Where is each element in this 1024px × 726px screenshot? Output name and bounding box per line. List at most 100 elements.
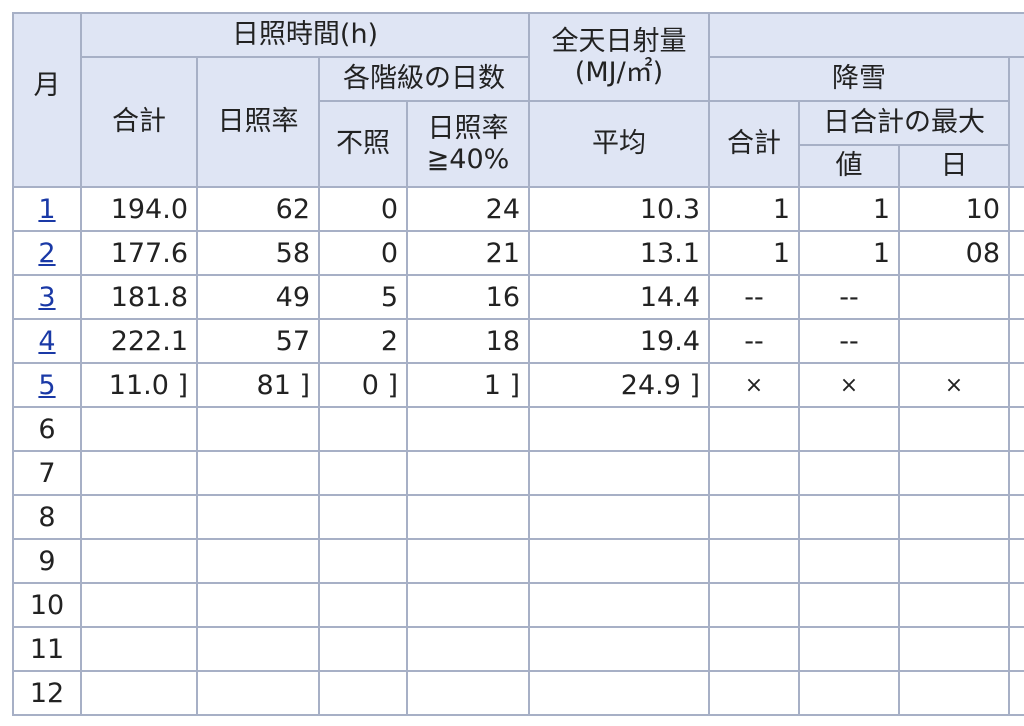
cell-max-day — [898, 670, 1010, 716]
cell-month: 6 — [12, 406, 82, 452]
cell-no-sunshine-days: 0 — [318, 186, 408, 232]
cell-no-sunshine-days — [318, 406, 408, 452]
header-snow-total: 合計 — [708, 100, 800, 188]
month-link[interactable]: 3 — [38, 281, 56, 313]
table-row: 10 — [12, 582, 1024, 628]
cell-sunshine-rate — [196, 406, 320, 452]
cell-edge — [1008, 230, 1024, 276]
cell-max-day: 10 — [898, 186, 1010, 232]
header-month: 月 — [12, 12, 82, 188]
cell-sunshine-rate — [196, 538, 320, 584]
cell-sunshine-total — [80, 538, 198, 584]
cell-snow-total — [708, 582, 800, 628]
cell-month: 7 — [12, 450, 82, 496]
table-row: 11 — [12, 626, 1024, 672]
cell-sunshine-rate: 49 — [196, 274, 320, 320]
cell-snow-total: 1 — [708, 186, 800, 232]
cell-no-sunshine-days: 5 — [318, 274, 408, 320]
cell-no-sunshine-days — [318, 538, 408, 584]
table-row: 5 11.0 ] 81 ] 0 ] 1 ] 24.9 ] × × × — [12, 362, 1024, 408]
header-rate40-line1: 日照率 — [427, 112, 509, 144]
cell-rate40-days — [406, 494, 530, 540]
cell-rate40-days — [406, 670, 530, 716]
cell-rate40-days: 16 — [406, 274, 530, 320]
cell-solar-average — [528, 494, 710, 540]
cell-sunshine-total: 177.6 — [80, 230, 198, 276]
cell-no-sunshine-days: 2 — [318, 318, 408, 364]
header-rate40-line2: ≧40% — [426, 144, 510, 175]
cell-month[interactable]: 4 — [12, 318, 82, 364]
cell-sunshine-rate — [196, 626, 320, 672]
cell-max-value: -- — [798, 318, 900, 364]
cell-sunshine-rate — [196, 670, 320, 716]
cell-no-sunshine-days — [318, 670, 408, 716]
cell-no-sunshine-days: 0 ] — [318, 362, 408, 408]
table-row: 2 177.6 58 0 21 13.1 1 1 08 — [12, 230, 1024, 276]
month-link[interactable]: 4 — [38, 325, 56, 357]
cell-rate40-days — [406, 538, 530, 584]
cell-sunshine-rate: 58 — [196, 230, 320, 276]
cell-sunshine-total — [80, 582, 198, 628]
cell-solar-average — [528, 538, 710, 584]
header-class-days: 各階級の日数 — [318, 56, 530, 102]
table-row: 1 194.0 62 0 24 10.3 1 1 10 — [12, 186, 1024, 232]
table-row: 8 — [12, 494, 1024, 540]
cell-month[interactable]: 3 — [12, 274, 82, 320]
cell-edge — [1008, 274, 1024, 320]
cell-rate40-days: 21 — [406, 230, 530, 276]
cell-sunshine-total — [80, 670, 198, 716]
table-row: 9 — [12, 538, 1024, 584]
header-solar-line1: 全天日射量 — [551, 25, 687, 57]
header-max-day: 日 — [898, 144, 1010, 188]
cell-no-sunshine-days: 0 — [318, 230, 408, 276]
cell-edge — [1008, 450, 1024, 496]
cell-snow-total: -- — [708, 318, 800, 364]
cell-snow-total: × — [708, 362, 800, 408]
month-label: 6 — [38, 413, 56, 445]
cell-max-value: × — [798, 362, 900, 408]
cell-solar-average — [528, 450, 710, 496]
cell-no-sunshine-days — [318, 494, 408, 540]
cell-sunshine-total: 222.1 — [80, 318, 198, 364]
climate-table-container: 月 日照時間(h) 全天日射量 (MJ/㎡) 合計 日照率 各階級の日数 降雪 … — [12, 12, 1024, 716]
header-solar-line2: (MJ/㎡) — [574, 57, 664, 88]
cell-rate40-days — [406, 450, 530, 496]
cell-month[interactable]: 5 — [12, 362, 82, 408]
cell-max-value: -- — [798, 274, 900, 320]
cell-sunshine-total — [80, 494, 198, 540]
cell-sunshine-total — [80, 626, 198, 672]
cell-edge — [1008, 626, 1024, 672]
month-label: 12 — [29, 677, 65, 709]
month-label: 9 — [38, 545, 56, 577]
header-snowfall: 降雪 — [708, 56, 1010, 102]
cell-sunshine-rate: 62 — [196, 186, 320, 232]
cell-edge — [1008, 494, 1024, 540]
cell-edge — [1008, 582, 1024, 628]
cell-sunshine-rate: 81 ] — [196, 362, 320, 408]
month-link[interactable]: 5 — [38, 369, 56, 401]
header-daily-max: 日合計の最大 — [798, 100, 1010, 146]
table-row: 4 222.1 57 2 18 19.4 -- -- — [12, 318, 1024, 364]
cell-max-value — [798, 538, 900, 584]
month-label: 11 — [29, 633, 65, 665]
month-label: 10 — [29, 589, 65, 621]
cell-sunshine-total — [80, 406, 198, 452]
cell-solar-average: 24.9 ] — [528, 362, 710, 408]
cell-month[interactable]: 2 — [12, 230, 82, 276]
month-link[interactable]: 2 — [38, 237, 56, 269]
cell-solar-average: 14.4 — [528, 274, 710, 320]
cell-max-day — [898, 626, 1010, 672]
cell-snow-total — [708, 538, 800, 584]
cell-no-sunshine-days — [318, 450, 408, 496]
cell-month[interactable]: 1 — [12, 186, 82, 232]
cell-solar-average — [528, 626, 710, 672]
header-sunshine-rate: 日照率 — [196, 56, 320, 188]
cell-snow-total — [708, 450, 800, 496]
cell-snow-total — [708, 494, 800, 540]
cell-max-value — [798, 406, 900, 452]
header-solar-average: 平均 — [528, 100, 710, 188]
month-link[interactable]: 1 — [38, 193, 56, 225]
table-row: 7 — [12, 450, 1024, 496]
cell-sunshine-total: 194.0 — [80, 186, 198, 232]
table-row: 3 181.8 49 5 16 14.4 -- -- — [12, 274, 1024, 320]
